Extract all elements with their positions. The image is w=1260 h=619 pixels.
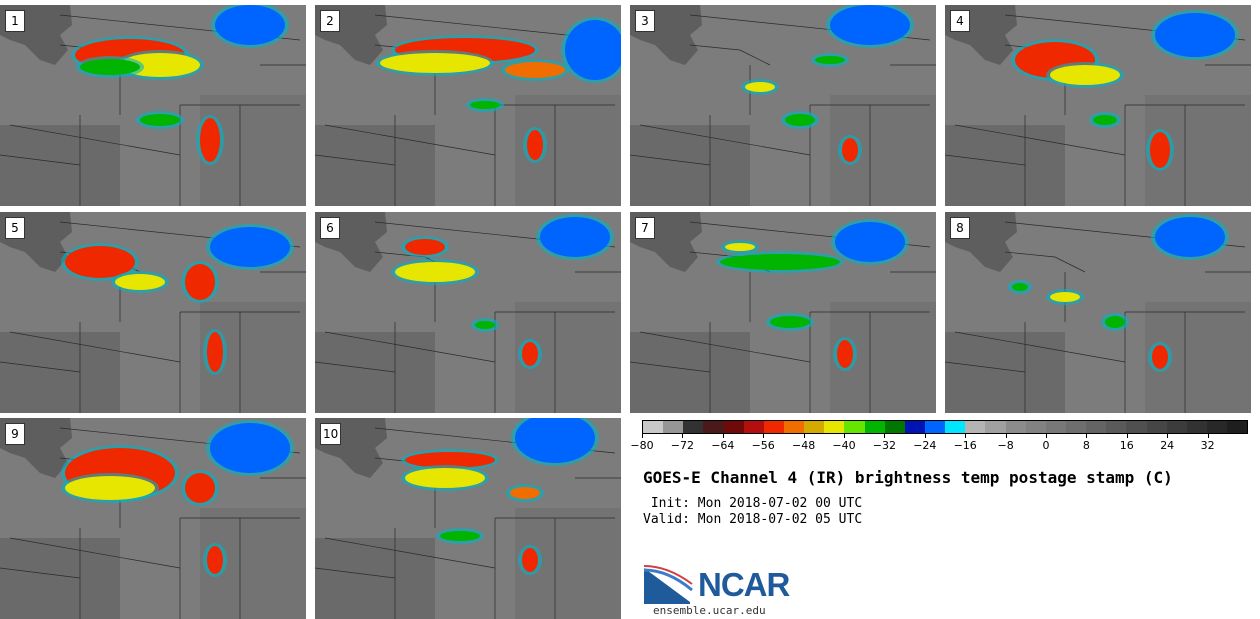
colorbar-swatch	[783, 421, 805, 433]
colorbar-swatch	[1146, 421, 1167, 433]
satellite-map	[945, 212, 1251, 413]
colorbar-tick-label: 24	[1160, 439, 1175, 452]
panel-number-label: 3	[635, 10, 655, 32]
ncar-logo-text: NCAR	[698, 566, 790, 603]
colorbar-swatch	[1065, 421, 1087, 433]
colorbar-tick-label: −56	[751, 439, 775, 452]
postage-stamp-panel: 10	[315, 418, 621, 619]
panel-number-label: 6	[320, 217, 340, 239]
colorbar-swatch	[884, 421, 905, 433]
colorbar-swatch	[1166, 421, 1187, 433]
colorbar-tick-label: −24	[913, 439, 937, 452]
colorbar-swatch	[723, 421, 744, 433]
colorbar-swatch	[844, 421, 865, 433]
colorbar-swatch	[924, 421, 946, 433]
colorbar-tick	[1086, 434, 1088, 438]
satellite-map	[630, 5, 936, 206]
colorbar-swatch	[985, 421, 1006, 433]
colorbar-tick-label: 8	[1082, 439, 1090, 452]
colorbar-tick	[682, 434, 684, 438]
satellite-map	[0, 212, 306, 413]
ncar-logo: NCAR	[642, 562, 792, 606]
colorbar-swatch	[1227, 421, 1248, 433]
colorbar-tick	[924, 434, 926, 438]
colorbar-swatch	[663, 421, 684, 433]
colorbar-tick	[884, 434, 886, 438]
colorbar-swatch	[1106, 421, 1127, 433]
colorbar-tick	[965, 434, 967, 438]
colorbar-tick	[1046, 434, 1047, 438]
postage-stamp-panel: 5	[0, 212, 306, 413]
colorbar: −80 −72 −64 −56 −48 −40 −32 −24 −16 −8 0 8 16 24 32	[630, 420, 1248, 460]
colorbar-swatch	[683, 421, 704, 433]
colorbar-swatch	[1045, 421, 1066, 433]
postage-stamp-panel: 8	[945, 212, 1251, 413]
colorbar-swatch	[703, 421, 724, 433]
colorbar-tick-label: 32	[1200, 439, 1215, 452]
colorbar-swatch	[864, 421, 885, 433]
ncar-logo-mark	[643, 565, 693, 604]
panel-number-label: 8	[950, 217, 970, 239]
colorbar-tick	[1126, 434, 1128, 438]
colorbar-tick	[803, 434, 805, 438]
init-time: Init: Mon 2018-07-02 00 UTC	[650, 496, 863, 511]
postage-stamp-panel: 9	[0, 418, 306, 619]
colorbar-swatches	[642, 420, 1248, 434]
satellite-map	[0, 5, 306, 206]
colorbar-tick-label: 0	[1042, 439, 1050, 452]
colorbar-swatch	[1025, 421, 1046, 433]
colorbar-swatch	[1126, 421, 1147, 433]
colorbar-swatch	[1206, 421, 1228, 433]
postage-stamp-panel: 3	[630, 5, 936, 206]
colorbar-swatch	[804, 421, 825, 433]
figure-title: GOES-E Channel 4 (IR) brightness temp po…	[643, 468, 1173, 487]
panel-number-label: 7	[635, 217, 655, 239]
colorbar-tick	[1207, 434, 1209, 438]
satellite-map	[315, 212, 621, 413]
satellite-map	[315, 5, 621, 206]
colorbar-swatch	[643, 421, 664, 433]
postage-stamp-panel: 7	[630, 212, 936, 413]
colorbar-swatch	[1086, 421, 1107, 433]
valid-time: Valid: Mon 2018-07-02 05 UTC	[643, 512, 863, 527]
colorbar-tick-label: 16	[1119, 439, 1134, 452]
colorbar-swatch	[763, 421, 784, 433]
colorbar-tick	[722, 434, 724, 438]
colorbar-tick-label: −48	[791, 439, 816, 452]
colorbar-tick	[642, 434, 643, 438]
colorbar-swatch	[824, 421, 845, 433]
panel-number-label: 4	[950, 10, 970, 32]
colorbar-tick-label: −16	[953, 439, 977, 452]
colorbar-tick-label: −8	[997, 439, 1014, 452]
colorbar-tick-label: −80	[630, 439, 654, 452]
postage-stamp-panel: 2	[315, 5, 621, 206]
satellite-map	[0, 418, 306, 619]
colorbar-tick	[1167, 434, 1169, 438]
colorbar-tick	[1005, 434, 1007, 438]
colorbar-tick-label: −64	[711, 439, 735, 452]
satellite-map	[945, 5, 1251, 206]
panel-number-label: 1	[5, 10, 25, 32]
panel-number-label: 10	[320, 423, 342, 445]
colorbar-tick-label: −40	[832, 439, 856, 452]
colorbar-tick	[763, 434, 765, 438]
postage-stamp-panel: 4	[945, 5, 1251, 206]
colorbar-tick	[844, 434, 845, 438]
colorbar-swatch	[743, 421, 764, 433]
colorbar-tick-label: −32	[872, 439, 896, 452]
colorbar-swatch	[1005, 421, 1026, 433]
postage-stamp-panel: 6	[315, 212, 621, 413]
satellite-map	[315, 418, 621, 619]
panel-number-label: 2	[320, 10, 340, 32]
colorbar-swatch	[904, 421, 925, 433]
panel-number-label: 5	[5, 217, 25, 239]
site-url: ensemble.ucar.edu	[653, 604, 766, 617]
panel-number-label: 9	[5, 423, 25, 445]
colorbar-tick-label: −72	[670, 439, 694, 452]
colorbar-swatch	[945, 421, 966, 433]
postage-stamp-panel: 1	[0, 5, 306, 206]
colorbar-swatch	[965, 421, 986, 433]
satellite-map	[630, 212, 936, 413]
colorbar-swatch	[1186, 421, 1207, 433]
